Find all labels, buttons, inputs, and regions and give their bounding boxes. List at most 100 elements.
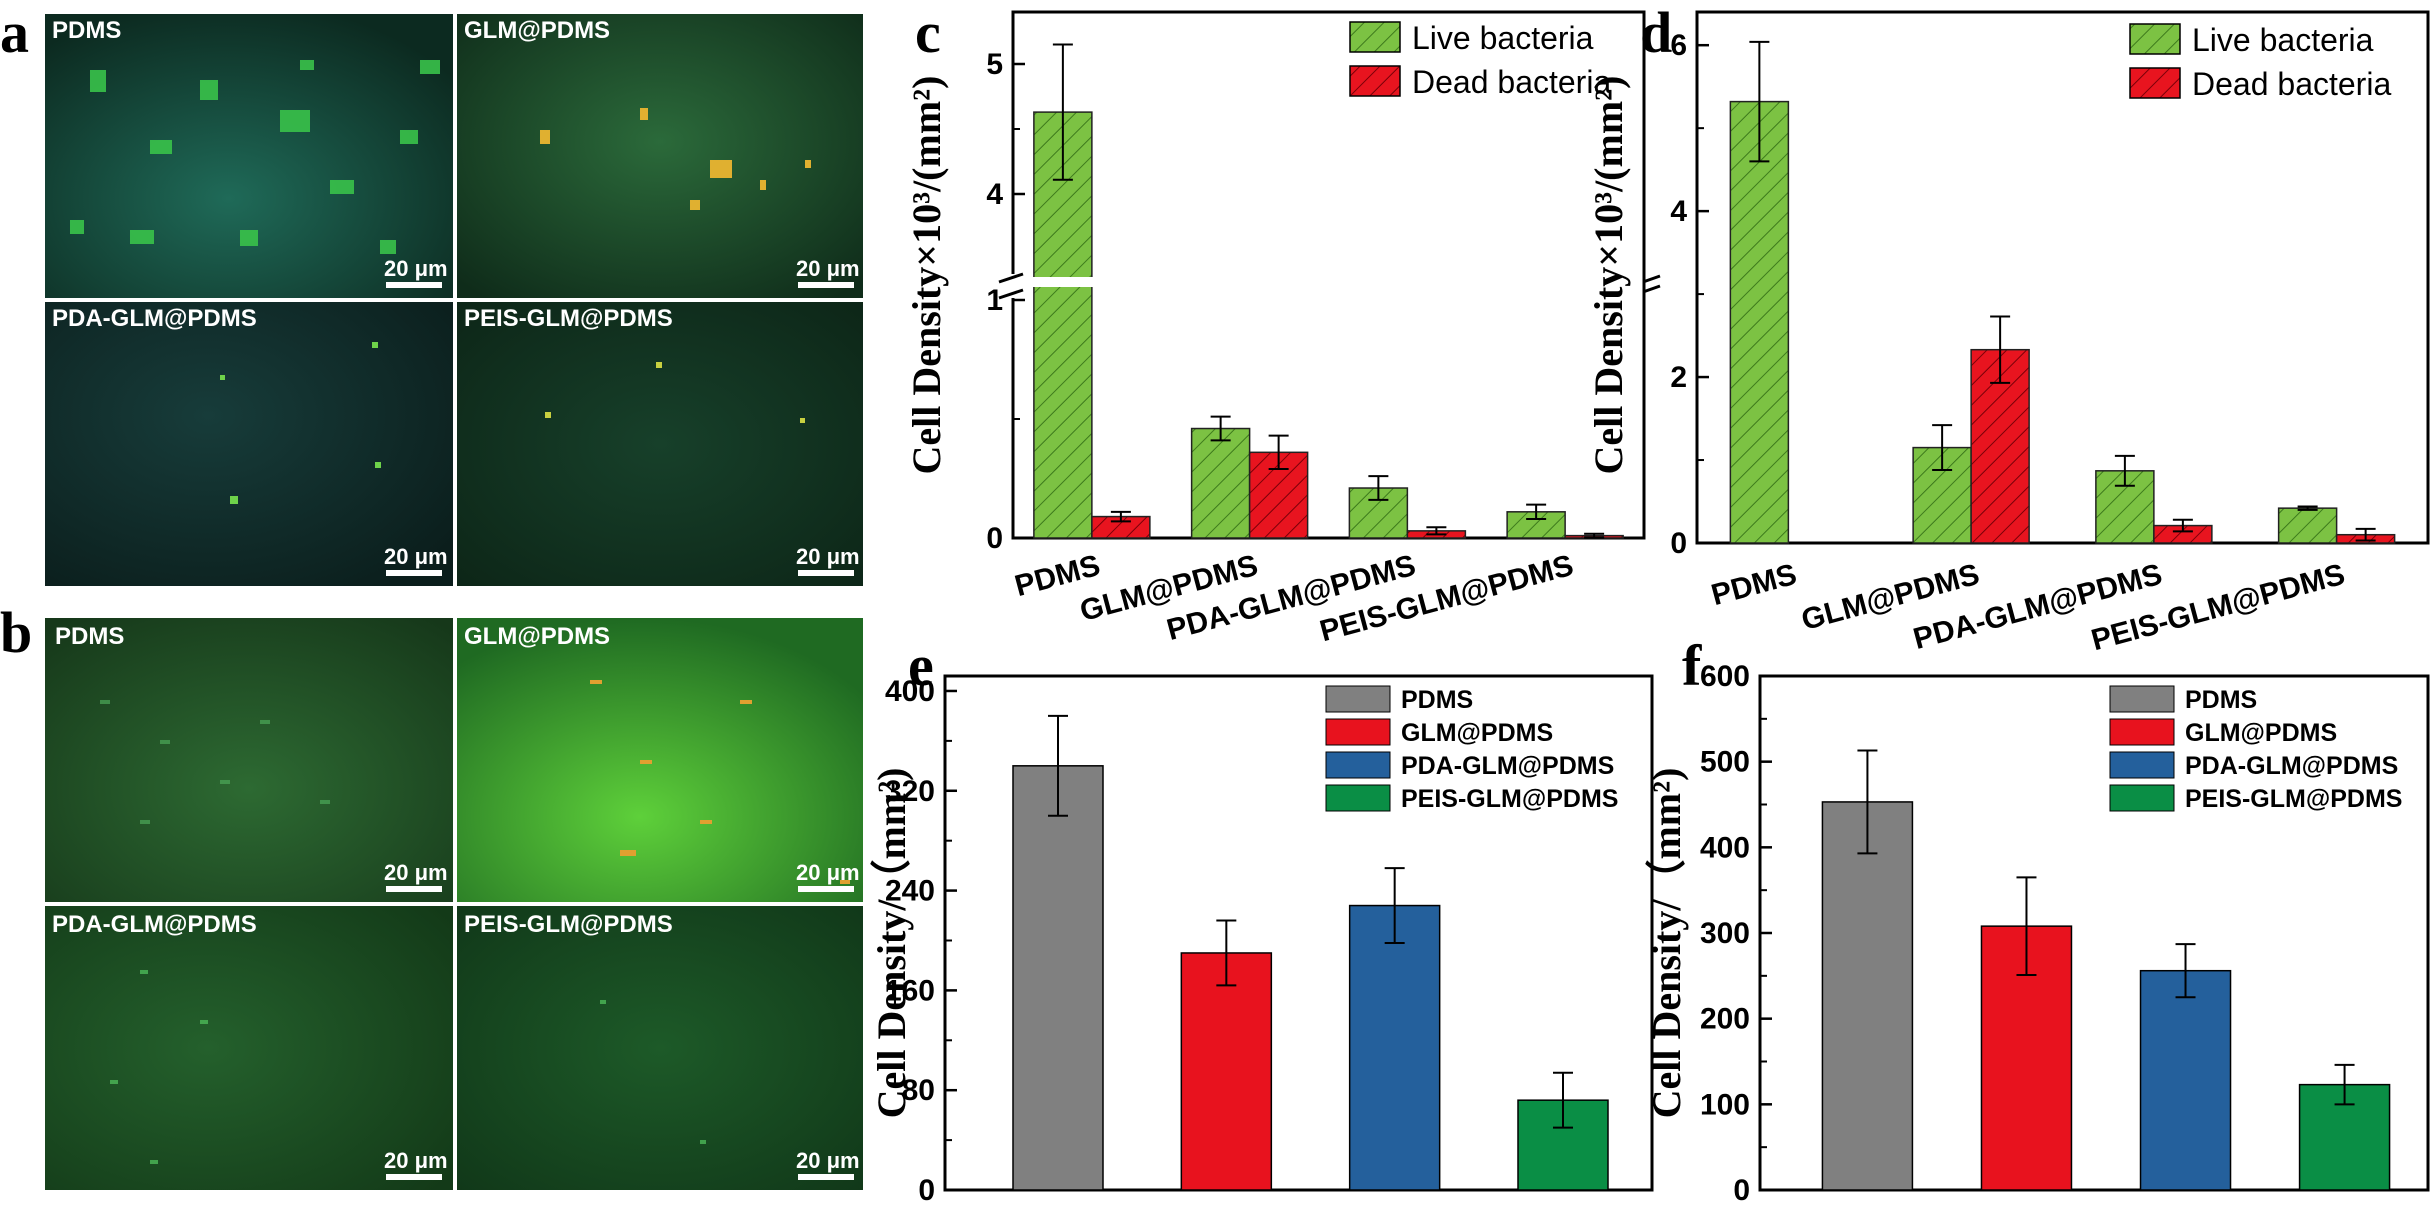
scale-bar-label: 20 μm: [796, 1148, 860, 1173]
panel-letter-e: e: [908, 633, 934, 698]
legend-label: GLM@PDMS: [1401, 719, 1553, 747]
legend-swatch: [2109, 751, 2175, 779]
y-tick-label: 5: [986, 48, 1003, 81]
legend-swatch: [2109, 685, 2175, 713]
micrograph-a-pdms: PDMS 20 μm: [45, 14, 453, 298]
legend-label: PDA-GLM@PDMS: [2185, 752, 2398, 780]
scale-bar: [798, 282, 854, 288]
scale-bar-label: 20 μm: [796, 256, 860, 281]
y-tick-label: 4: [1670, 195, 1687, 228]
legend-swatch: [2129, 23, 2181, 55]
micrograph-a-pda: PDA-GLM@PDMS 20 μm: [45, 302, 453, 586]
y-axis-title: Cell Density/（mm²): [1644, 768, 1689, 1119]
scale-bar: [386, 282, 442, 288]
bar-live: [2277, 507, 2338, 544]
panel-letter-b: b: [0, 600, 32, 665]
bar: [1821, 801, 1914, 1191]
y-tick-label: 160: [885, 974, 935, 1007]
micrograph-b-pda: PDA-GLM@PDMS 20 μm: [45, 906, 453, 1190]
y-tick-label: 320: [885, 775, 935, 808]
y-tick-label: 0: [918, 1174, 935, 1207]
legend-label: PEIS-GLM@PDMS: [1401, 785, 1618, 813]
y-axis-title: Cell Density×10³/(mm²): [904, 76, 949, 475]
scale-bar-label: 20 μm: [796, 544, 860, 569]
micrograph-label: PDA-GLM@PDMS: [52, 911, 257, 938]
legend-swatch: [1349, 21, 1401, 53]
legend-swatch: [1325, 718, 1391, 746]
scale-bar-label: 20 μm: [796, 860, 860, 885]
legend-label: PDMS: [2185, 686, 2257, 714]
axis-break-mark: [1642, 284, 1661, 294]
chart-f: f 0 100 200 300 400 500 600 Cell Density/（mm²) PD…: [1644, 633, 2430, 1207]
legend-label: Live bacteria: [1412, 20, 1594, 56]
bar-live: [1729, 100, 1790, 544]
y-tick-label: 6: [1670, 29, 1687, 62]
legend-label: Dead bacteria: [1412, 64, 1611, 100]
micrograph-a-glm: GLM@PDMS 20 μm: [457, 14, 863, 298]
y-tick-label: 500: [1700, 746, 1750, 779]
scale-bar-label: 20 μm: [384, 860, 448, 885]
bar-live: [1033, 111, 1093, 539]
scale-bar: [798, 1174, 854, 1180]
y-tick-label: 400: [885, 675, 935, 708]
bar: [1348, 904, 1441, 1191]
scale-bar: [386, 886, 442, 892]
y-tick-label: 600: [1700, 660, 1750, 693]
legend-swatch: [1325, 784, 1391, 812]
bar-live: [1190, 427, 1251, 539]
micrograph-label: GLM@PDMS: [464, 17, 610, 44]
legend-label: GLM@PDMS: [2185, 719, 2337, 747]
panel-letter-d: d: [1640, 0, 1672, 65]
panel-b: b PDMS 20 μm GLM@PDMS 20 μm: [0, 600, 863, 1190]
y-tick-label: 100: [1700, 1088, 1750, 1121]
micrograph-b-pdms: PDMS 20 μm: [45, 618, 453, 902]
y-tick-label: 300: [1700, 917, 1750, 950]
scale-bar: [798, 570, 854, 576]
y-axis-title: Cell Density/（mm²): [869, 768, 914, 1119]
micrograph-label: PDMS: [55, 623, 124, 650]
legend-swatch: [1349, 65, 1401, 97]
micrograph-label: GLM@PDMS: [464, 623, 610, 650]
chart-e: e 0 80 160 240 320 400 Cell Density/（mm²) PDMS GL…: [869, 633, 1654, 1207]
micrograph-b-peis: PEIS-GLM@PDMS 20 μm: [457, 906, 863, 1190]
legend-swatch: [2129, 67, 2181, 99]
axis-break-mark: [998, 288, 1024, 300]
micrograph-label: PEIS-GLM@PDMS: [464, 911, 673, 938]
y-tick-label: 240: [885, 875, 935, 908]
bar: [1012, 765, 1104, 1191]
y-tick-label: 200: [1700, 1003, 1750, 1036]
scale-bar-label: 20 μm: [384, 544, 448, 569]
chart-c: c 0 1 4 5 Cell Density×10³/(mm²) Live bacteria…: [904, 0, 1646, 648]
scale-bar: [798, 886, 854, 892]
axis-break-mark: [1642, 274, 1661, 284]
bar: [1180, 952, 1273, 1191]
legend-swatch: [2109, 784, 2175, 812]
plot-frame: [1695, 10, 2430, 545]
scale-bar-label: 20 μm: [384, 256, 448, 281]
micrograph-label: PDMS: [52, 17, 121, 44]
x-tick-label: PDMS: [1708, 558, 1800, 612]
panel-letter-a: a: [0, 0, 29, 65]
legend-label: PEIS-GLM@PDMS: [2185, 785, 2402, 813]
legend-swatch: [1325, 685, 1391, 713]
micrograph-label: PEIS-GLM@PDMS: [464, 305, 673, 332]
micrograph-a-peis: PEIS-GLM@PDMS 20 μm: [457, 302, 863, 586]
micrograph-label: PDA-GLM@PDMS: [52, 305, 257, 332]
bar: [2139, 969, 2232, 1191]
y-tick-label: 1: [986, 284, 1003, 317]
y-axis-title: Cell Density×10³/(mm²): [1586, 76, 1631, 475]
y-tick-label: 2: [1670, 361, 1687, 394]
panel-letter-c: c: [915, 0, 941, 65]
y-tick-label: 0: [1733, 1174, 1750, 1207]
y-tick-label: 400: [1700, 831, 1750, 864]
y-tick-label: 0: [1670, 527, 1687, 560]
y-tick-label: 4: [986, 178, 1003, 211]
bar-break-band: [1031, 277, 1094, 287]
legend-label: PDA-GLM@PDMS: [1401, 752, 1614, 780]
y-tick-label: 0: [986, 522, 1003, 555]
y-tick-label: 80: [902, 1074, 935, 1107]
plot-frame: [943, 674, 1654, 1192]
axis-break-mark: [998, 272, 1024, 284]
legend-label: Dead bacteria: [2192, 66, 2391, 102]
